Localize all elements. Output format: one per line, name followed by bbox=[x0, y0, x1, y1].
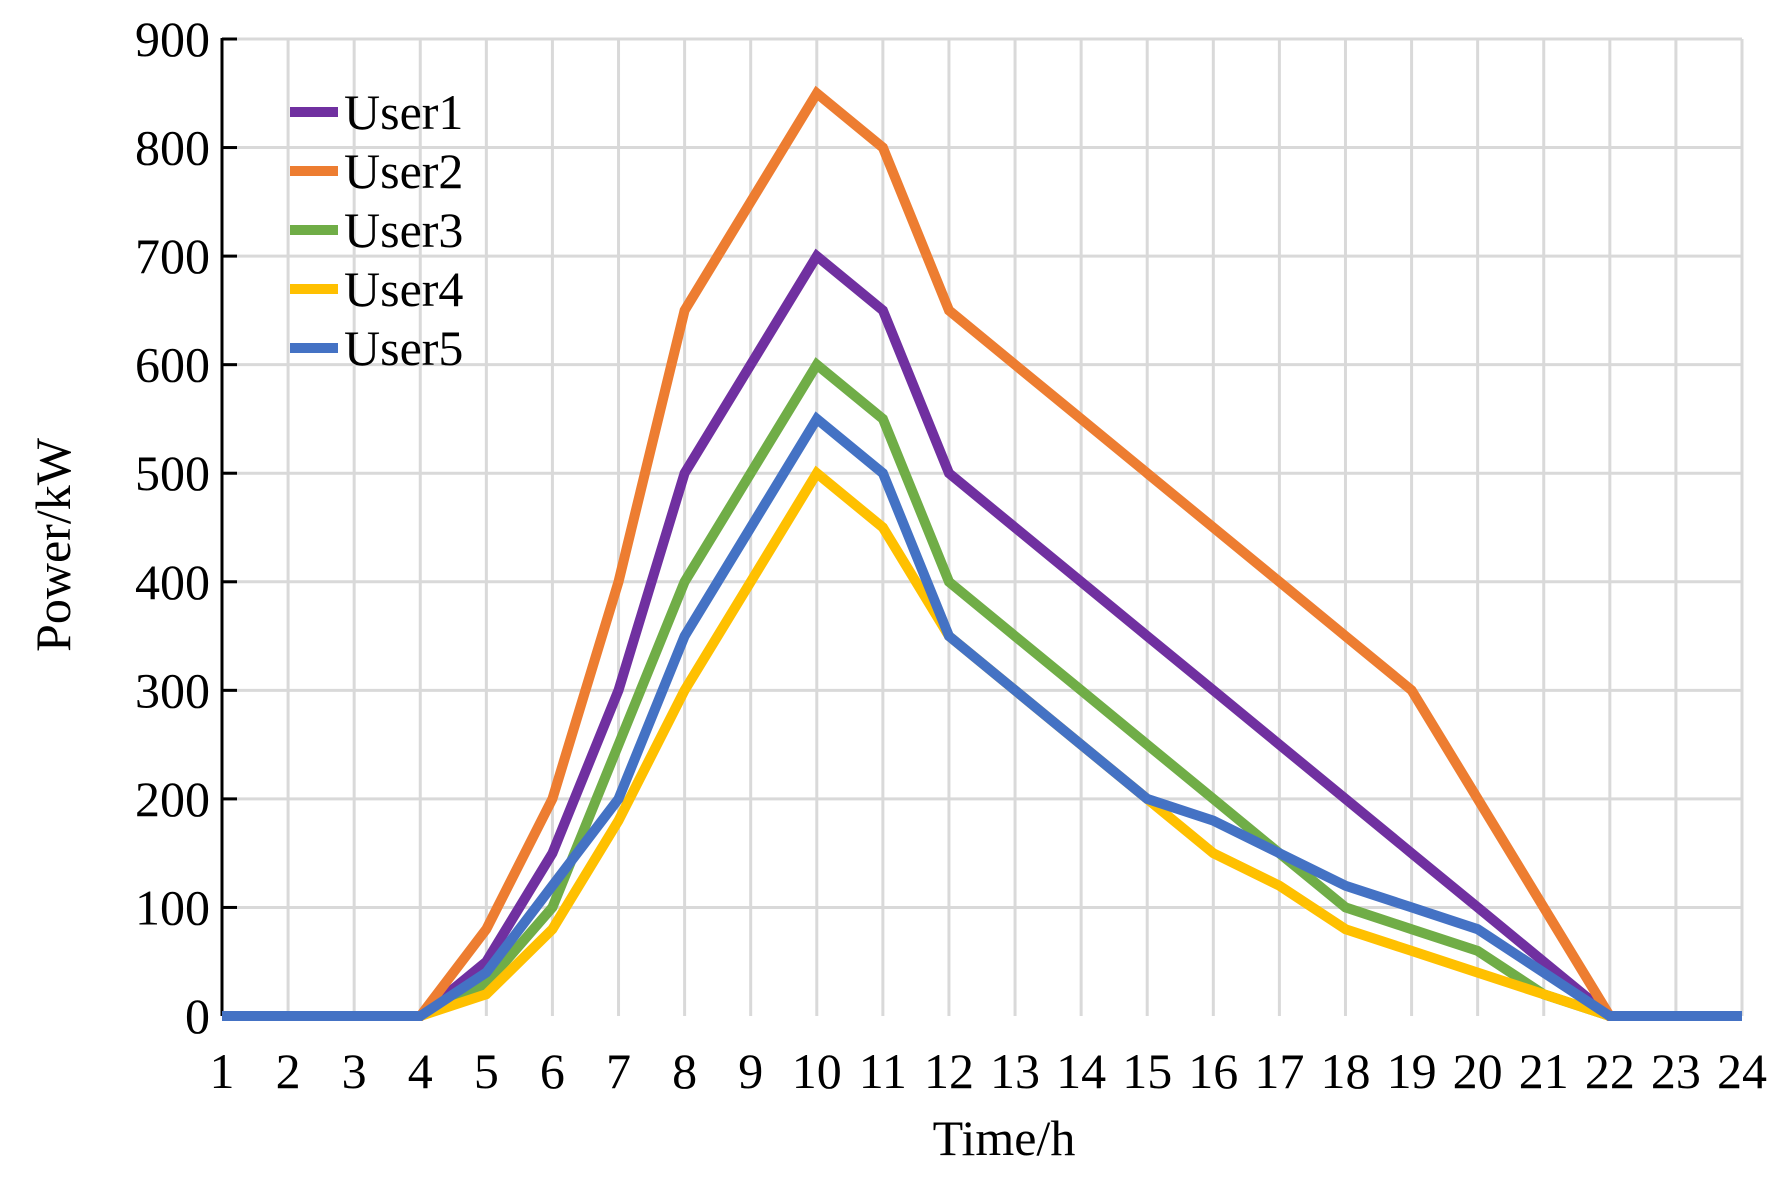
x-tick-labels: 1 2 3 4 5 6 7 8 9 10 11 12 13 14 15 16 17 18 19 20 21 22 23 24 bbox=[210, 1043, 1768, 1099]
x-tick-label: 3 bbox=[342, 1043, 367, 1099]
x-tick-label: 13 bbox=[990, 1043, 1040, 1099]
y-tick-label: 0 bbox=[185, 988, 210, 1044]
y-axis-label: Power/kW bbox=[25, 437, 81, 652]
x-axis-label: Time/h bbox=[933, 1110, 1076, 1166]
legend-label-user2: User2 bbox=[344, 143, 463, 199]
x-tick-label: 10 bbox=[792, 1043, 842, 1099]
x-tick-label: 24 bbox=[1717, 1043, 1767, 1099]
x-tick-label: 11 bbox=[859, 1043, 907, 1099]
y-tick-label: 800 bbox=[135, 120, 210, 176]
x-tick-label: 8 bbox=[672, 1043, 697, 1099]
x-tick-label: 21 bbox=[1519, 1043, 1569, 1099]
x-tick-label: 23 bbox=[1651, 1043, 1701, 1099]
x-tick-label: 18 bbox=[1320, 1043, 1370, 1099]
x-tick-label: 4 bbox=[408, 1043, 433, 1099]
legend-label-user4: User4 bbox=[344, 261, 463, 317]
x-tick-label: 15 bbox=[1122, 1043, 1172, 1099]
x-tick-label: 17 bbox=[1254, 1043, 1304, 1099]
grid bbox=[222, 37, 1744, 1016]
x-tick-label: 5 bbox=[474, 1043, 499, 1099]
y-tick-label: 100 bbox=[135, 879, 210, 935]
y-tick-label: 300 bbox=[135, 662, 210, 718]
y-tick-label: 600 bbox=[135, 337, 210, 393]
series-line-user2 bbox=[222, 85, 1742, 1021]
series-line-user3 bbox=[222, 357, 1742, 1021]
legend-label-user1: User1 bbox=[344, 84, 463, 140]
x-tick-label: 14 bbox=[1056, 1043, 1106, 1099]
axes bbox=[220, 37, 237, 1018]
x-tick-label: 22 bbox=[1585, 1043, 1635, 1099]
series-lines bbox=[222, 85, 1742, 1021]
y-tick-label: 700 bbox=[135, 228, 210, 284]
x-tick-label: 19 bbox=[1387, 1043, 1437, 1099]
y-tick-label: 400 bbox=[135, 554, 210, 610]
y-tick-label: 900 bbox=[135, 11, 210, 67]
x-tick-label: 9 bbox=[738, 1043, 763, 1099]
y-tick-label: 200 bbox=[135, 771, 210, 827]
legend-label-user3: User3 bbox=[344, 202, 463, 258]
x-tick-label: 20 bbox=[1453, 1043, 1503, 1099]
x-tick-label: 16 bbox=[1188, 1043, 1238, 1099]
x-tick-label: 1 bbox=[210, 1043, 235, 1099]
x-tick-label: 2 bbox=[276, 1043, 301, 1099]
x-tick-label: 12 bbox=[924, 1043, 974, 1099]
x-tick-label: 6 bbox=[540, 1043, 565, 1099]
legend-label-user5: User5 bbox=[344, 320, 463, 376]
y-tick-label: 500 bbox=[135, 445, 210, 501]
series-line-user5 bbox=[222, 411, 1742, 1021]
series-line-user1 bbox=[222, 248, 1742, 1021]
x-tick-label: 7 bbox=[606, 1043, 631, 1099]
y-tick-labels: 0 100 200 300 400 500 600 700 800 900 bbox=[135, 11, 210, 1044]
